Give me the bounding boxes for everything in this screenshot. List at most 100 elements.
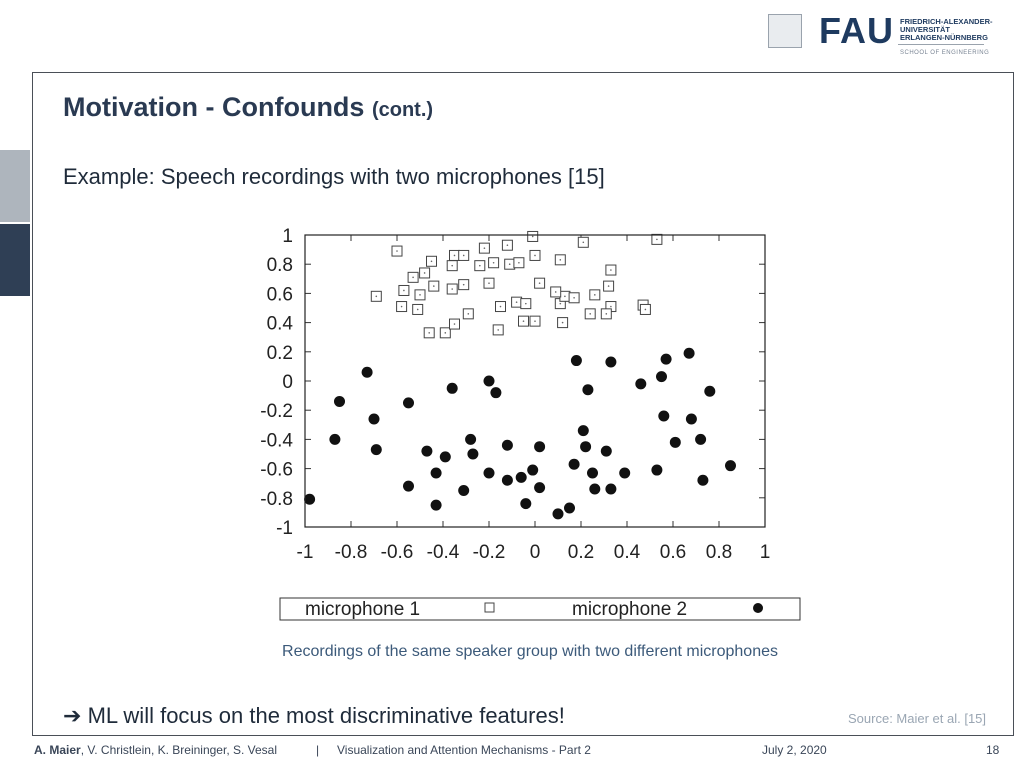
point-microphone-2 <box>605 483 617 495</box>
point-microphone-1-center <box>416 308 419 311</box>
point-microphone-1-center <box>467 313 470 315</box>
y-tick-label: 0.4 <box>267 314 294 335</box>
point-microphone-2 <box>658 410 670 422</box>
x-tick-label: -0.6 <box>381 542 414 563</box>
university-line: ERLANGEN-NÜRNBERG <box>900 33 988 42</box>
point-microphone-2 <box>580 441 592 453</box>
point-microphone-1-center <box>497 329 499 331</box>
bullet-point: ➔ ML will focus on the most discriminati… <box>63 703 565 729</box>
point-microphone-2 <box>520 498 532 510</box>
university-name: FRIEDRICH-ALEXANDER- UNIVERSITÄT ERLANGE… <box>900 18 1010 42</box>
point-microphone-1-center <box>451 288 453 290</box>
point-microphone-2 <box>458 485 470 496</box>
x-tick-label: 0.4 <box>614 542 641 563</box>
point-microphone-2 <box>515 471 527 483</box>
university-line: FRIEDRICH-ALEXANDER- <box>900 17 993 26</box>
point-microphone-2 <box>577 425 589 437</box>
source-citation: Source: Maier et al. [15] <box>848 711 987 726</box>
slide-title: Motivation - Confounds (cont.) <box>63 92 433 123</box>
point-microphone-2 <box>501 474 513 486</box>
chart-caption: Recordings of the same speaker group wit… <box>282 643 778 660</box>
footer-author-others: , V. Christlein, K. Breininger, S. Vesal <box>80 743 278 757</box>
x-tick-label: 0.2 <box>568 542 594 563</box>
point-microphone-1-center <box>582 241 585 244</box>
point-microphone-1-center <box>419 294 421 296</box>
point-microphone-1-center <box>453 323 456 325</box>
point-microphone-2 <box>501 439 513 451</box>
slide-title-suffix: (cont.) <box>371 99 434 121</box>
point-microphone-2 <box>704 385 716 397</box>
point-microphone-1-center <box>518 261 520 264</box>
point-microphone-2 <box>651 464 663 476</box>
point-microphone-2 <box>527 464 539 476</box>
y-tick-label: 1 <box>282 226 293 247</box>
point-microphone-2 <box>587 467 598 479</box>
point-microphone-1-center <box>423 272 426 274</box>
point-microphone-2 <box>568 458 580 470</box>
point-microphone-1-center <box>554 291 557 293</box>
point-microphone-1-center <box>589 313 591 315</box>
point-microphone-2 <box>600 445 612 457</box>
x-tick-label: -0.8 <box>335 542 368 563</box>
point-microphone-2 <box>683 347 695 359</box>
point-microphone-2 <box>430 467 442 479</box>
institute-logo-icon <box>768 14 802 48</box>
point-microphone-1-center <box>430 260 433 263</box>
point-microphone-1-center <box>525 302 527 305</box>
point-microphone-2 <box>334 395 345 407</box>
point-microphone-1-center <box>559 302 562 305</box>
fau-logo: FAU <box>819 10 894 51</box>
point-microphone-1-center <box>479 264 481 267</box>
point-microphone-1-center <box>561 321 564 324</box>
x-tick-label: -0.2 <box>473 542 506 563</box>
point-microphone-2 <box>589 483 601 495</box>
point-microphone-1-center <box>534 254 536 257</box>
point-microphone-2 <box>465 433 477 445</box>
point-microphone-1-center <box>483 247 486 249</box>
point-microphone-1-center <box>375 295 378 298</box>
legend-marker-square-icon <box>484 602 495 613</box>
point-microphone-2 <box>685 413 697 425</box>
example-text: Example: Speech recordings with two micr… <box>63 164 605 189</box>
point-microphone-2 <box>656 371 667 383</box>
point-microphone-1-center <box>499 305 502 308</box>
point-microphone-2 <box>403 480 414 492</box>
point-microphone-1-center <box>573 296 575 299</box>
plot-points <box>304 230 736 520</box>
point-microphone-2 <box>483 467 495 479</box>
x-tick-label: -1 <box>297 542 314 563</box>
y-tick-label: 0.2 <box>267 343 293 364</box>
point-microphone-2 <box>534 441 546 453</box>
point-microphone-2 <box>403 397 414 409</box>
plot-ticks: 1 0.8 0.6 0.4 0.2 0 -0.2 -0.4 -0.6 -0.8 -1-1 -0.8 -0… <box>260 226 770 563</box>
point-microphone-1-center <box>428 332 430 334</box>
point-microphone-2 <box>368 413 380 425</box>
point-microphone-2 <box>446 382 458 394</box>
point-microphone-1-center <box>534 320 536 322</box>
plot-area-border <box>304 234 766 528</box>
x-tick-label: -0.4 <box>427 542 460 563</box>
scatter-chart: 1 0.8 0.6 0.4 0.2 0 -0.2 -0.4 -0.6 -0.8 -1-1 -0.8 -0… <box>260 226 801 621</box>
point-microphone-2 <box>467 448 479 460</box>
footer-separator: | <box>316 743 320 757</box>
point-microphone-1-center <box>656 238 658 241</box>
point-microphone-2 <box>582 384 594 396</box>
point-microphone-1-center <box>564 295 566 298</box>
x-tick-label: 0.8 <box>706 542 732 563</box>
point-microphone-2 <box>361 366 373 378</box>
point-microphone-2 <box>430 499 442 511</box>
point-microphone-2 <box>605 356 617 368</box>
point-microphone-1-center <box>444 332 447 334</box>
point-microphone-1-center <box>433 285 435 287</box>
university-line: UNIVERSITÄT <box>900 25 951 34</box>
point-microphone-1-center <box>594 294 596 296</box>
legend-box <box>279 597 801 621</box>
y-tick-label: -0.2 <box>260 401 293 422</box>
point-microphone-1-center <box>412 276 414 279</box>
legend-marker-circle-icon <box>753 603 763 613</box>
y-tick-label: 0.6 <box>267 284 293 305</box>
point-microphone-2 <box>439 451 451 463</box>
point-microphone-2 <box>697 474 709 486</box>
point-microphone-1-center <box>559 259 562 261</box>
point-microphone-2 <box>421 445 433 457</box>
